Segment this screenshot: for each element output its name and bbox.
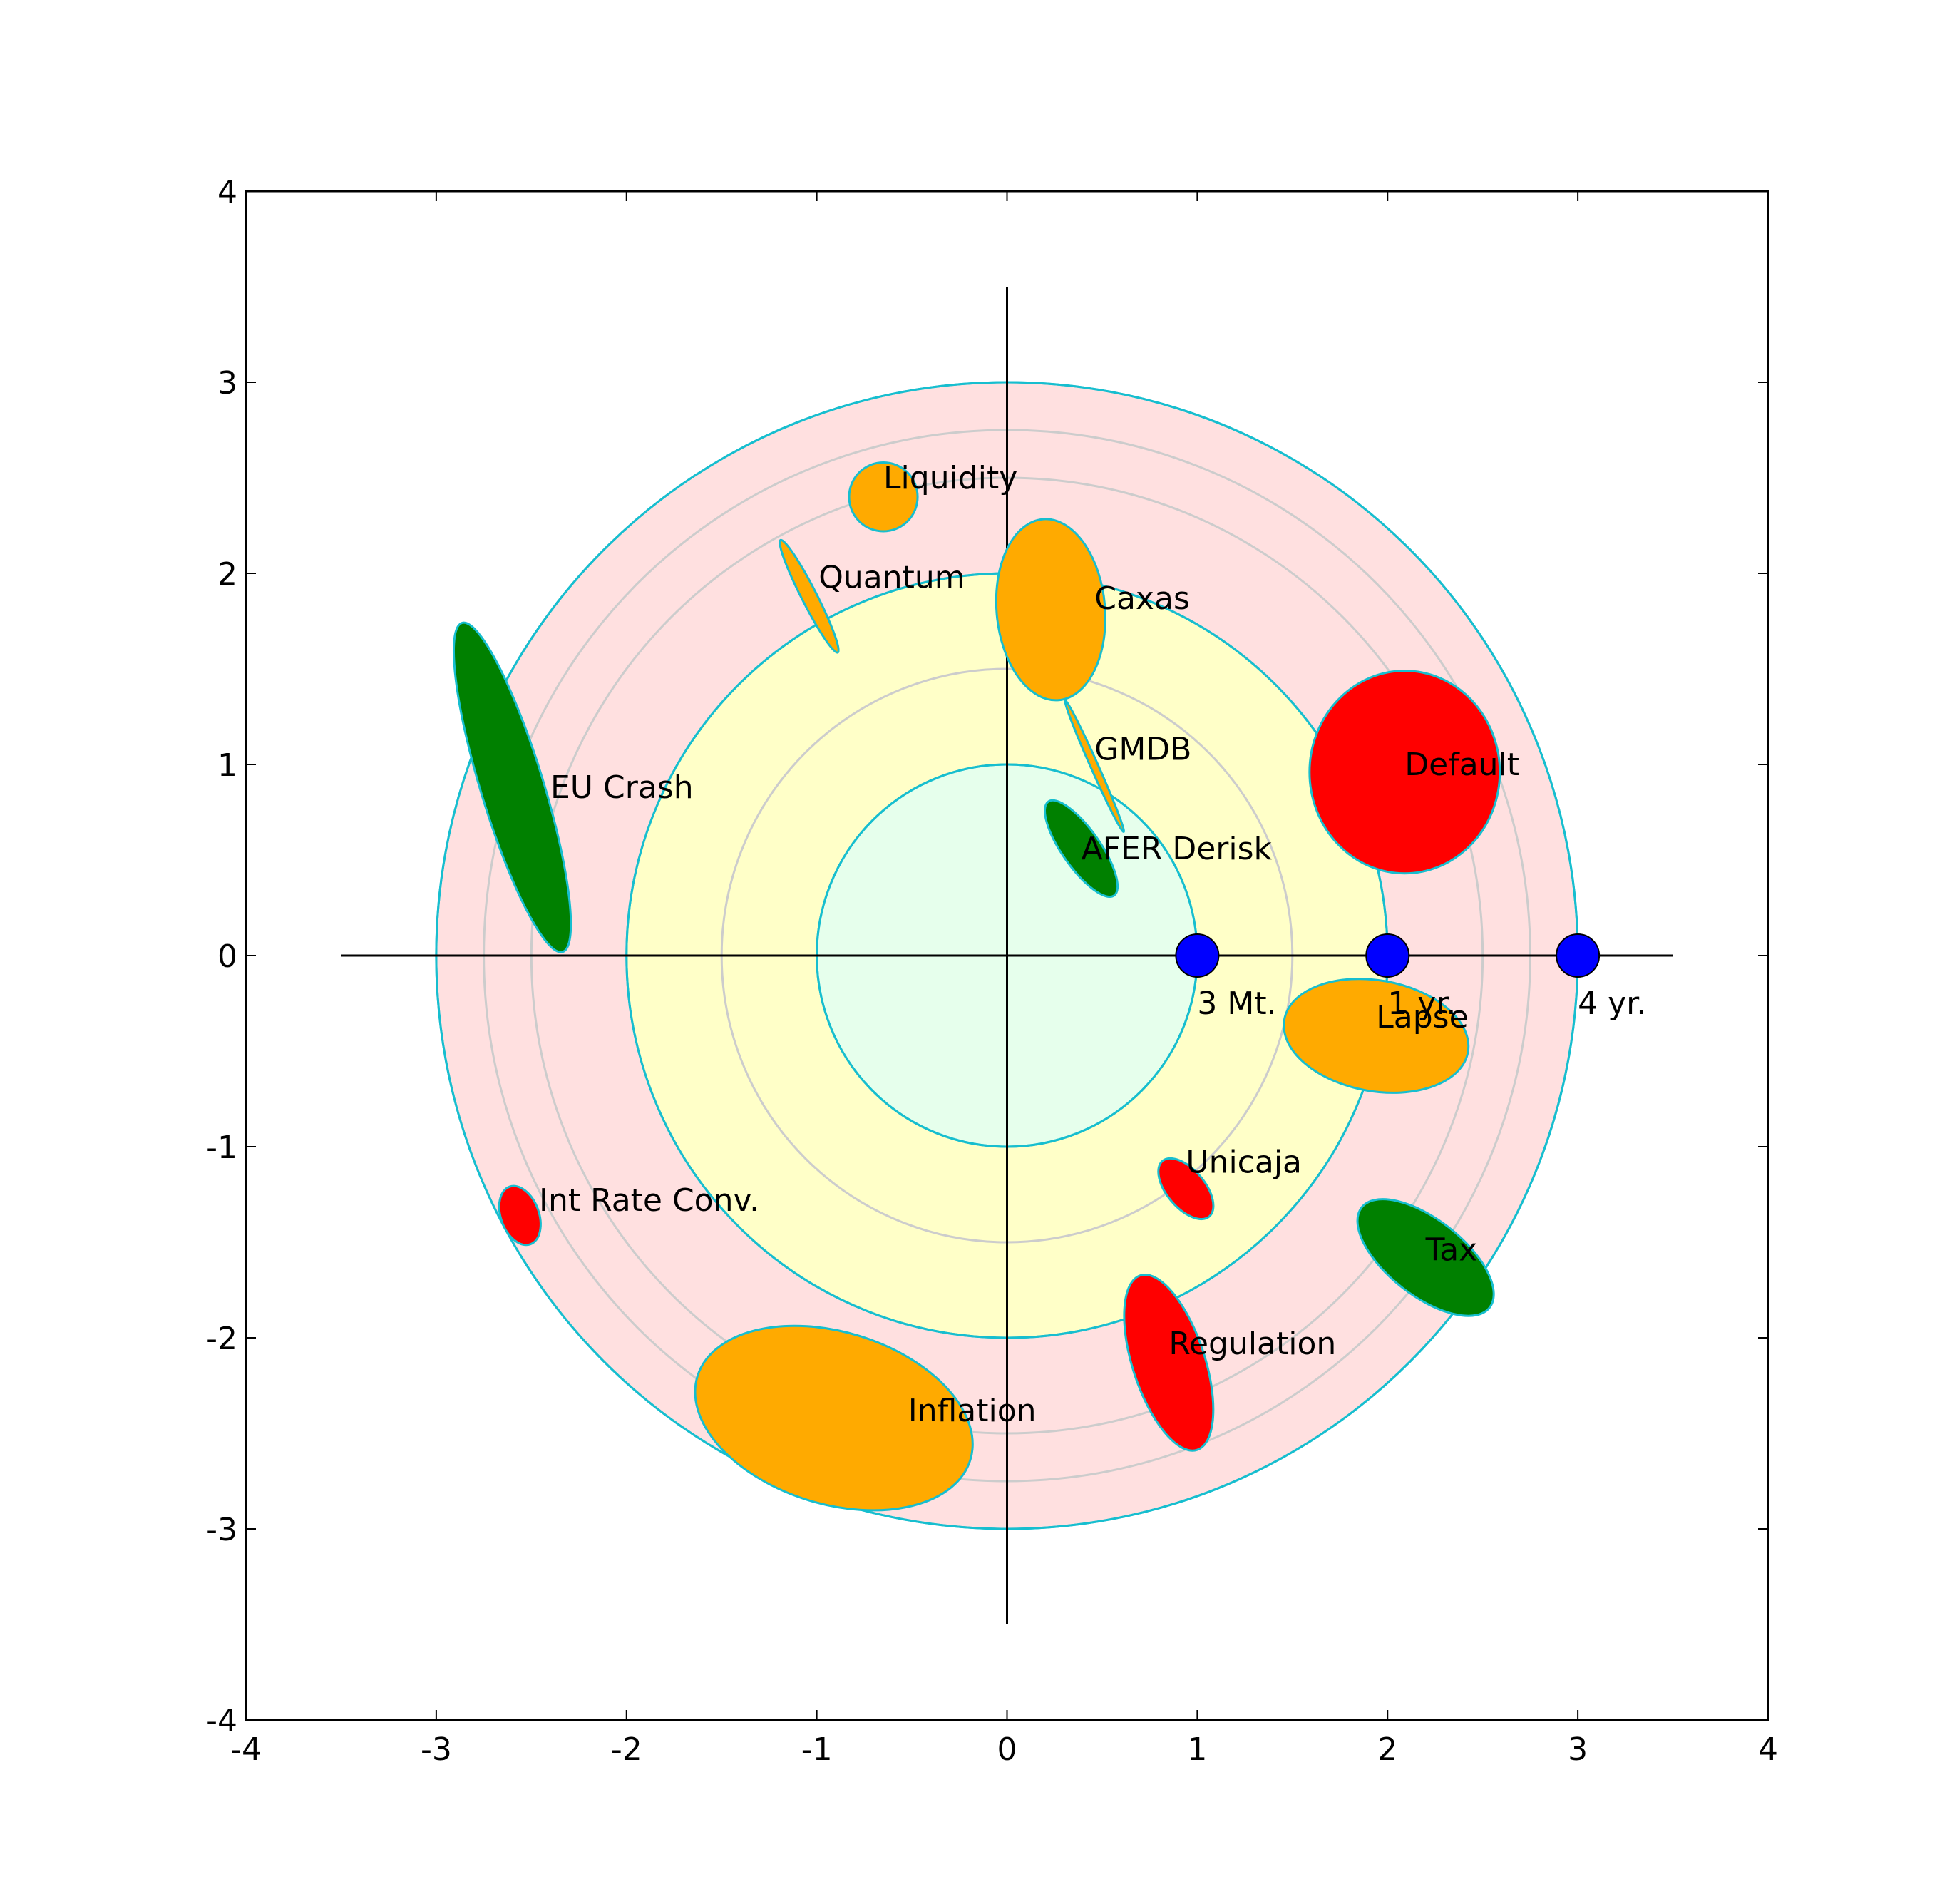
risk-ellipse-int-rate-conv [498, 1184, 542, 1247]
risk-ellipse-quantum [779, 538, 840, 654]
x-tick-label: -4 [230, 1731, 262, 1768]
x-tick-label: -1 [801, 1731, 833, 1768]
risk-label-default: Default [1404, 747, 1519, 783]
risk-ellipse-liquidity [848, 461, 919, 533]
cross-axes-layer [341, 287, 1673, 1624]
risk-label-caxas: Caxas [1094, 580, 1190, 617]
y-tick-label: -4 [206, 1703, 237, 1739]
risk-label-inflation: Inflation [908, 1393, 1037, 1429]
risk-label-lapse: Lapse [1376, 999, 1468, 1035]
y-tick-label: 2 [217, 556, 237, 593]
risk-ellipse-gmdb [1064, 700, 1125, 834]
x-tick-label: 2 [1377, 1731, 1397, 1768]
x-tick-label: -3 [421, 1731, 452, 1768]
x-tick-label: 1 [1187, 1731, 1207, 1768]
risk-label-eu-crash: EU Crash [550, 769, 694, 806]
risk-labels-layer: 3 Mt. 1 yr. 4 yr. Liquidity Quantum Caxas EU C… [539, 460, 1646, 1429]
horizon-label-4-yr: 4 yr. [1578, 986, 1646, 1022]
risk-label-unicaja: Unicaja [1186, 1144, 1302, 1180]
horizon-marker-4-yr [1556, 933, 1601, 978]
risk-ellipse-eu-crash [452, 621, 572, 953]
risk-label-afer-derisk: AFER Derisk [1082, 831, 1273, 867]
risk-ellipse-regulation [1123, 1273, 1215, 1452]
y-tick-label: 0 [217, 938, 237, 975]
horizon-markers-layer [1175, 933, 1601, 978]
horizon-label-3-mt: 3 Mt. [1197, 986, 1276, 1022]
risk-ellipse-afer-derisk [1044, 799, 1119, 899]
tick-labels-layer: -4 -3 -2 -1 0 1 2 3 4 -4 -3 -2 -1 0 1 2 3 4 [206, 174, 1778, 1768]
x-tick-label: 4 [1758, 1731, 1778, 1768]
risk-ellipse-default [1308, 670, 1501, 875]
risk-ellipse-lapse [1283, 978, 1470, 1094]
risk-ellipse-unicaja [1157, 1157, 1215, 1221]
y-tick-label: 4 [217, 174, 237, 210]
y-tick-label: 3 [217, 365, 237, 401]
risk-label-tax: Tax [1425, 1232, 1478, 1269]
risk-ellipse-inflation [694, 1324, 974, 1512]
x-tick-label: 3 [1568, 1731, 1588, 1768]
horizon-marker-1-yr [1365, 933, 1410, 978]
y-tick-label: -3 [206, 1512, 237, 1548]
risk-label-gmdb: GMDB [1094, 732, 1191, 768]
risk-ellipse-tax [1356, 1198, 1495, 1317]
y-tick-label: 1 [217, 747, 237, 784]
x-tick-label: -2 [611, 1731, 642, 1768]
risk-label-regulation: Regulation [1168, 1326, 1336, 1362]
risk-label-int-rate-conv: Int Rate Conv. [539, 1182, 759, 1219]
risk-ellipses-layer [452, 461, 1501, 1512]
risk-ellipse-caxas [995, 518, 1106, 702]
y-tick-label: -1 [206, 1130, 237, 1166]
horizon-marker-3-mt [1175, 933, 1220, 978]
risk-label-quantum: Quantum [818, 559, 965, 595]
horizon-label-1-yr: 1 yr. [1387, 986, 1456, 1022]
x-tick-label: 0 [997, 1731, 1017, 1768]
y-tick-label: -2 [206, 1321, 237, 1357]
risk-label-liquidity: Liquidity [883, 460, 1017, 496]
